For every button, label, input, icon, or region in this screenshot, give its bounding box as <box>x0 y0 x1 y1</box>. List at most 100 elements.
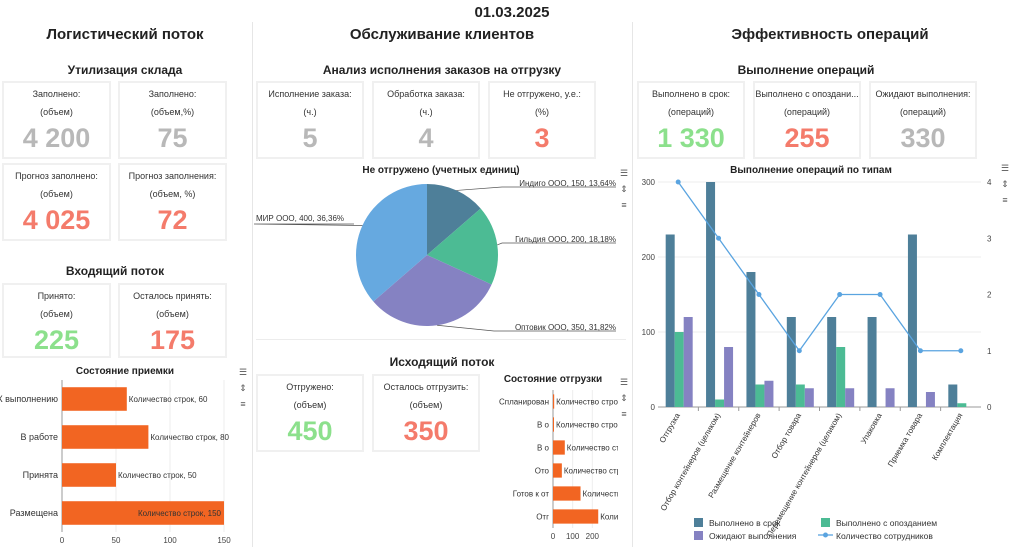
menu-icon[interactable]: ☰ <box>619 168 629 178</box>
outbound-title: Исходящий поток <box>389 355 495 369</box>
bar <box>907 234 917 407</box>
receiving-chart: 0 50 100 150 К выполнению Количество строк, 6… <box>0 380 231 545</box>
line-point <box>917 348 923 354</box>
menu-icon[interactable]: ☰ <box>238 367 248 377</box>
kpi-label: Исполнение заказа: <box>268 89 352 99</box>
ops-title: Выполнение операций <box>737 63 875 77</box>
ops-chart-title: Выполнение операций по типам <box>730 165 892 176</box>
line-point <box>675 179 681 185</box>
bar <box>553 394 555 409</box>
legend-swatch <box>694 531 703 540</box>
line-series <box>677 181 961 352</box>
pie-leader-line <box>437 324 616 332</box>
sort-icon[interactable]: ⇕ <box>239 383 247 393</box>
kpi-card: Заполнено: (объем,%) 75 <box>118 81 227 159</box>
kpi-unit: (ч.) <box>419 107 433 117</box>
bar <box>925 392 935 407</box>
kpi-card: Не отгружено, у.е.: (%) 3 <box>488 81 596 159</box>
kpi-value: 225 <box>33 325 80 355</box>
legend-swatch <box>821 518 830 527</box>
sort-icon[interactable]: ⇕ <box>1001 179 1009 189</box>
x-tick-label: 100 <box>163 536 177 545</box>
kpi-label: Ожидают выполнения: <box>875 89 971 99</box>
kpi-label: Обработка заказа: <box>387 89 465 99</box>
shipping-chart-title: Состояние отгрузки <box>503 374 603 385</box>
warehouse-title: Утилизация склада <box>67 63 183 77</box>
bar <box>553 417 554 432</box>
pie-data-label: Оптовик ООО, 350, 31,82% <box>515 323 616 332</box>
column-divider <box>252 22 253 547</box>
kpi-value: 255 <box>784 123 830 153</box>
kpi-card: Осталось принять: (объем) 175 <box>118 283 227 358</box>
bars-icon[interactable]: ≡ <box>621 409 627 419</box>
kpi-label: Отгружено: <box>286 382 334 392</box>
category-label: Приемка товара <box>886 411 924 468</box>
bar <box>665 234 675 407</box>
pie-slice <box>427 208 498 285</box>
bar <box>885 388 895 407</box>
kpi-unit: (объем) <box>156 309 189 319</box>
bar <box>795 384 805 407</box>
kpi-value: 4 025 <box>22 205 91 235</box>
bar <box>683 317 693 407</box>
bar <box>715 399 725 407</box>
kpi-label: Осталось принять: <box>133 291 212 301</box>
y2-tick-label: 2 <box>987 291 992 300</box>
menu-icon[interactable]: ☰ <box>1000 163 1010 173</box>
kpi-value: 72 <box>157 205 188 235</box>
bars-icon[interactable]: ≡ <box>621 200 627 210</box>
bar <box>746 272 756 407</box>
legend-label: Выполнено в срок <box>709 518 781 528</box>
category-label: Отгрузка <box>658 411 683 445</box>
bar <box>553 440 565 455</box>
data-label: Количество строк, 80 <box>150 433 229 442</box>
x-tick-label: 200 <box>586 532 600 541</box>
kpi-unit: (операций) <box>899 107 947 117</box>
pie-slice <box>373 255 492 326</box>
data-label: Количество строк, 5 <box>556 421 618 430</box>
pie-data-label: МИР ООО, 400, 36,36% <box>256 214 344 223</box>
kpi-unit: (операций) <box>783 107 831 117</box>
bar <box>957 403 967 407</box>
line-point <box>756 292 762 297</box>
kpi-card: Обработка заказа: (ч.) 4 <box>372 81 480 159</box>
category-label: Принята <box>23 470 58 480</box>
section-title-logistics: Логистический поток <box>46 26 204 43</box>
y-tick-label: 300 <box>642 178 656 187</box>
data-label: Количество строк, 60 <box>567 444 618 453</box>
line-point <box>796 348 802 354</box>
pie-leader-line <box>456 186 616 191</box>
sort-icon[interactable]: ⇕ <box>620 184 628 194</box>
kpi-card: Ожидают выполнения: (операций) 330 <box>869 81 977 159</box>
kpi-label: Заполнено: <box>32 89 81 99</box>
bar <box>553 463 562 478</box>
x-tick-label: 0 <box>60 536 65 545</box>
menu-icon[interactable]: ☰ <box>619 377 629 387</box>
bar <box>62 501 224 525</box>
kpi-unit: (ч.) <box>303 107 317 117</box>
kpi-card: Выполнено в срок: (операций) 1 330 <box>637 81 745 159</box>
sort-icon[interactable]: ⇕ <box>620 393 628 403</box>
kpi-label: Заполнено: <box>148 89 197 99</box>
legend-swatch <box>694 518 703 527</box>
data-label: Количество строк, 45 <box>564 467 618 476</box>
category-label: Отг <box>536 513 549 522</box>
bar <box>786 317 796 407</box>
bars-icon[interactable]: ≡ <box>240 399 246 409</box>
bar <box>62 387 127 411</box>
bar <box>755 384 765 407</box>
bar <box>948 384 958 407</box>
bars-icon[interactable]: ≡ <box>1002 195 1008 205</box>
bar <box>827 317 837 407</box>
bar <box>553 486 581 501</box>
bar <box>62 463 116 487</box>
kpi-label: Прогноз заполнено: <box>15 171 98 181</box>
category-label: В работе <box>20 432 58 442</box>
bar <box>724 347 734 407</box>
bar <box>764 380 774 407</box>
bar <box>674 332 684 407</box>
category-label: К выполнению <box>0 394 58 404</box>
line-point <box>716 235 722 241</box>
not-shipped-pie-chart: Индиго ООО, 150, 13,64% Гильдия ООО, 200,… <box>254 179 616 332</box>
x-tick-label: 0 <box>551 532 556 541</box>
